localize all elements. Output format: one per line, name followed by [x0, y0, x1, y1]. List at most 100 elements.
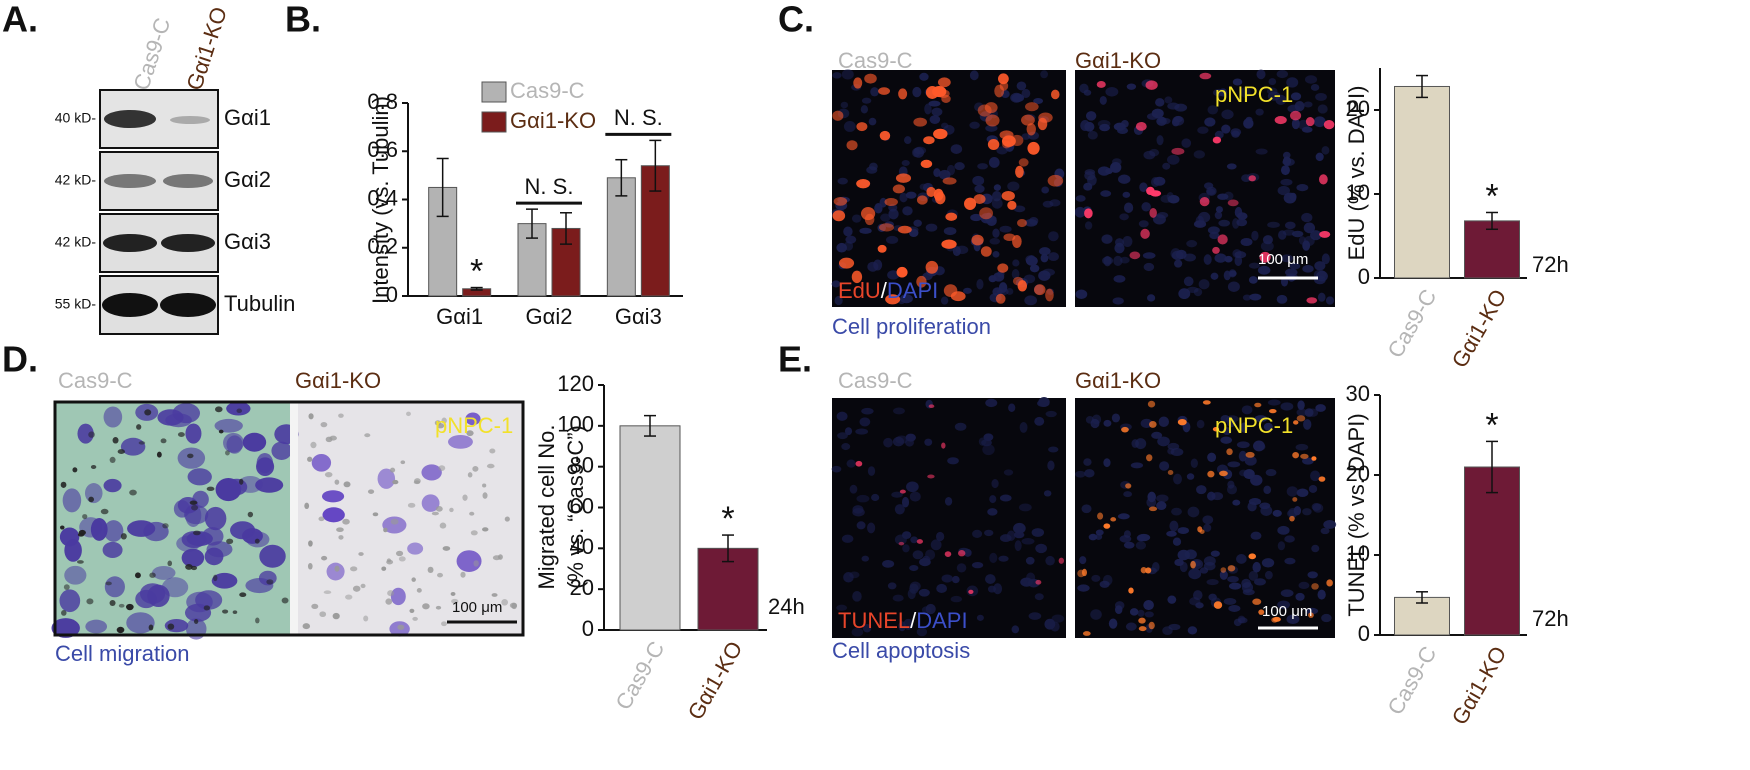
cell [90, 464, 97, 469]
cell [51, 618, 80, 638]
cell [855, 460, 863, 467]
cell [916, 539, 924, 544]
cell [867, 466, 876, 476]
cell [1282, 156, 1292, 166]
cell [896, 266, 908, 278]
cell [849, 571, 860, 579]
cell [985, 114, 1000, 127]
cell [1282, 229, 1295, 236]
cell [867, 522, 876, 534]
cell [1075, 289, 1088, 300]
cell [1211, 492, 1224, 501]
cell [185, 563, 193, 570]
cell [482, 483, 487, 488]
cell [1103, 523, 1111, 529]
cell [1298, 581, 1310, 590]
y-tick-label: 20 [570, 575, 594, 600]
column-label: Gαi1-KO [182, 4, 232, 94]
cell [843, 226, 853, 237]
cell [407, 502, 416, 508]
cell [1117, 127, 1129, 134]
cell [976, 278, 984, 290]
cell [925, 223, 938, 232]
marker-label: 40 kD- [55, 110, 97, 126]
cell [400, 460, 406, 465]
cell [256, 457, 275, 477]
cell [414, 478, 421, 484]
cell [177, 432, 185, 437]
cell [1318, 476, 1326, 482]
cell [144, 409, 152, 416]
bar [1394, 85, 1450, 279]
cell [59, 589, 81, 613]
cell [836, 411, 848, 421]
y-tick-label: 100 [557, 412, 594, 437]
cell [836, 604, 848, 611]
cell [995, 293, 1006, 304]
cell [1005, 287, 1014, 295]
cell [1122, 191, 1131, 198]
cell [1120, 120, 1129, 128]
cell [1084, 169, 1096, 176]
cell [1012, 276, 1024, 286]
cell [997, 263, 1009, 273]
cell [920, 159, 933, 169]
cell [1272, 509, 1282, 517]
cell [1193, 150, 1205, 159]
cell [416, 588, 422, 593]
cell [936, 583, 948, 594]
cell [919, 72, 929, 81]
frame [53, 400, 525, 637]
cell [1238, 450, 1247, 462]
cell [177, 447, 206, 469]
cell [1248, 175, 1256, 182]
cell [226, 538, 234, 544]
cell [1199, 72, 1212, 80]
cell [372, 512, 379, 517]
cell [218, 429, 224, 434]
cell [892, 184, 905, 194]
cell [465, 412, 481, 426]
cell [1267, 399, 1281, 406]
y-tick-label: 0.6 [367, 137, 398, 162]
cell [318, 516, 325, 522]
cell [1237, 615, 1246, 624]
cell [943, 284, 958, 297]
cell [501, 599, 509, 606]
cell [1047, 174, 1064, 187]
cell [1319, 230, 1331, 238]
cell [1021, 88, 1031, 98]
cell [1102, 574, 1113, 586]
x-tick-label: Gαi1 [436, 304, 483, 329]
cell [1255, 148, 1268, 155]
y-tick-label: 60 [570, 493, 594, 518]
cell [843, 241, 854, 251]
cell [186, 531, 213, 547]
cell [381, 566, 387, 571]
cell [1226, 163, 1237, 170]
cell [1302, 508, 1312, 516]
cell [1135, 438, 1147, 450]
cell [1121, 426, 1129, 433]
cell [1289, 515, 1295, 522]
cell [930, 539, 942, 551]
y-tick-label: 0 [386, 282, 398, 307]
cell [950, 595, 963, 603]
cell [840, 101, 849, 109]
cell [1186, 240, 1198, 248]
cell [1207, 226, 1220, 235]
cell [893, 407, 905, 415]
cell [985, 124, 998, 132]
cell [398, 556, 406, 562]
cell [1317, 589, 1326, 600]
cell [222, 609, 229, 614]
cell [1267, 221, 1280, 228]
cell [204, 506, 227, 531]
x-tick-label: Cas9-C [1382, 285, 1441, 362]
scale-label: 100 μm [452, 599, 502, 616]
cell [1248, 276, 1258, 284]
cell [1241, 578, 1252, 588]
cell [1087, 174, 1097, 186]
cell [1227, 575, 1239, 583]
cell [861, 97, 872, 104]
